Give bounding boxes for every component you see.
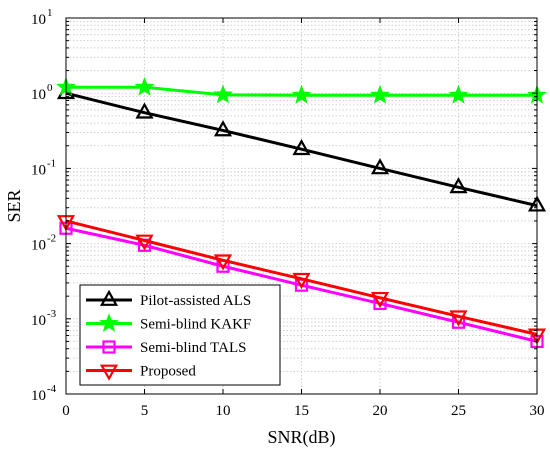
- x-tick-label: 0: [62, 403, 70, 419]
- x-tick-label: 25: [451, 403, 466, 419]
- y-tick-exponent: 1: [47, 7, 53, 19]
- x-tick-label: 10: [216, 403, 231, 419]
- series-line: [65, 219, 538, 336]
- y-tick-exponent: 0: [47, 82, 53, 94]
- legend-entry: Semi-blind KAKF: [140, 317, 251, 333]
- legend-entry: Semi-blind TALS: [140, 340, 246, 356]
- triangle-down-marker: [213, 254, 233, 271]
- y-tick-exponent: -1: [47, 157, 56, 169]
- legend-entry: Pilot-assisted ALS: [140, 293, 251, 309]
- triangle-up-marker: [99, 289, 119, 306]
- x-axis-label: SNR(dB): [267, 427, 335, 448]
- triangle-up-marker: [370, 158, 390, 175]
- y-tick-exponent: -4: [47, 383, 57, 395]
- star-marker: [99, 313, 119, 332]
- x-tick-label: 5: [141, 403, 149, 419]
- y-tick-label: 10: [31, 388, 46, 404]
- y-tick-exponent: -3: [47, 308, 57, 320]
- star-marker: [134, 76, 155, 96]
- triangle-up-marker: [135, 102, 154, 119]
- y-tick-exponent: -2: [47, 233, 56, 245]
- triangle-up-marker: [213, 120, 233, 137]
- y-axis-label: SER: [4, 189, 24, 222]
- y-tick-label: 10: [31, 238, 46, 254]
- series-line: [65, 91, 538, 208]
- triangle-down-marker: [99, 364, 119, 381]
- triangle-down-marker: [370, 291, 390, 309]
- y-tick-label: 10: [31, 87, 46, 103]
- star-marker: [448, 84, 469, 104]
- triangle-up-marker: [292, 138, 311, 156]
- square-marker: [102, 340, 116, 354]
- star-marker: [291, 84, 312, 104]
- x-tick-label: 30: [530, 403, 545, 419]
- triangle-up-marker: [449, 177, 468, 194]
- y-tick-label: 10: [31, 12, 46, 28]
- legend: Pilot-assisted ALS Semi-blind KAKF Semi-bl…: [79, 284, 281, 386]
- triangle-down-marker: [135, 234, 154, 251]
- y-tick-label: 10: [31, 162, 46, 178]
- triangle-down-marker: [449, 310, 468, 327]
- x-tick-label: 15: [294, 403, 309, 419]
- series-layer: [56, 76, 547, 349]
- triangle-down-marker: [292, 272, 311, 290]
- legend-entry: Proposed: [140, 364, 196, 380]
- y-tick-label: 10: [31, 313, 46, 329]
- star-marker: [370, 84, 390, 104]
- x-tick-label: 20: [373, 403, 388, 419]
- star-marker: [213, 84, 233, 104]
